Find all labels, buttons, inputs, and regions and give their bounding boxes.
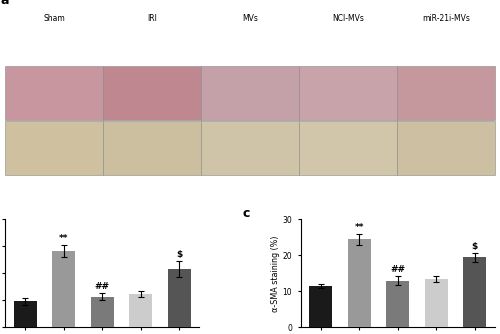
Text: **: ** — [354, 223, 364, 232]
Text: miR-21i-MVs: miR-21i-MVs — [422, 14, 470, 23]
Text: ##: ## — [94, 282, 110, 291]
Bar — [90, 297, 114, 327]
Bar — [398, 66, 494, 120]
Text: $: $ — [472, 242, 478, 251]
Text: a: a — [0, 0, 8, 7]
Bar — [104, 122, 200, 175]
Text: Sham: Sham — [43, 14, 65, 23]
Text: **: ** — [59, 234, 69, 243]
Text: MVs: MVs — [242, 14, 258, 23]
Bar — [310, 286, 332, 327]
Bar — [202, 66, 298, 120]
Bar — [129, 294, 152, 327]
Text: c: c — [242, 206, 250, 219]
Bar — [104, 66, 200, 120]
Bar — [300, 66, 396, 120]
Text: IRI: IRI — [147, 14, 157, 23]
Bar — [424, 279, 448, 327]
Text: NCI-MVs: NCI-MVs — [332, 14, 364, 23]
Bar — [398, 122, 494, 175]
Text: ##: ## — [390, 265, 406, 274]
Bar — [386, 281, 409, 327]
Bar — [52, 251, 76, 327]
Text: $: $ — [176, 250, 182, 260]
Bar — [14, 302, 37, 327]
Bar — [6, 122, 102, 175]
Y-axis label: α-SMA staining (%): α-SMA staining (%) — [270, 235, 280, 312]
Bar — [348, 239, 371, 327]
Bar — [6, 66, 102, 120]
Bar — [168, 269, 190, 327]
Bar — [300, 122, 396, 175]
Bar — [463, 257, 486, 327]
Bar — [202, 122, 298, 175]
